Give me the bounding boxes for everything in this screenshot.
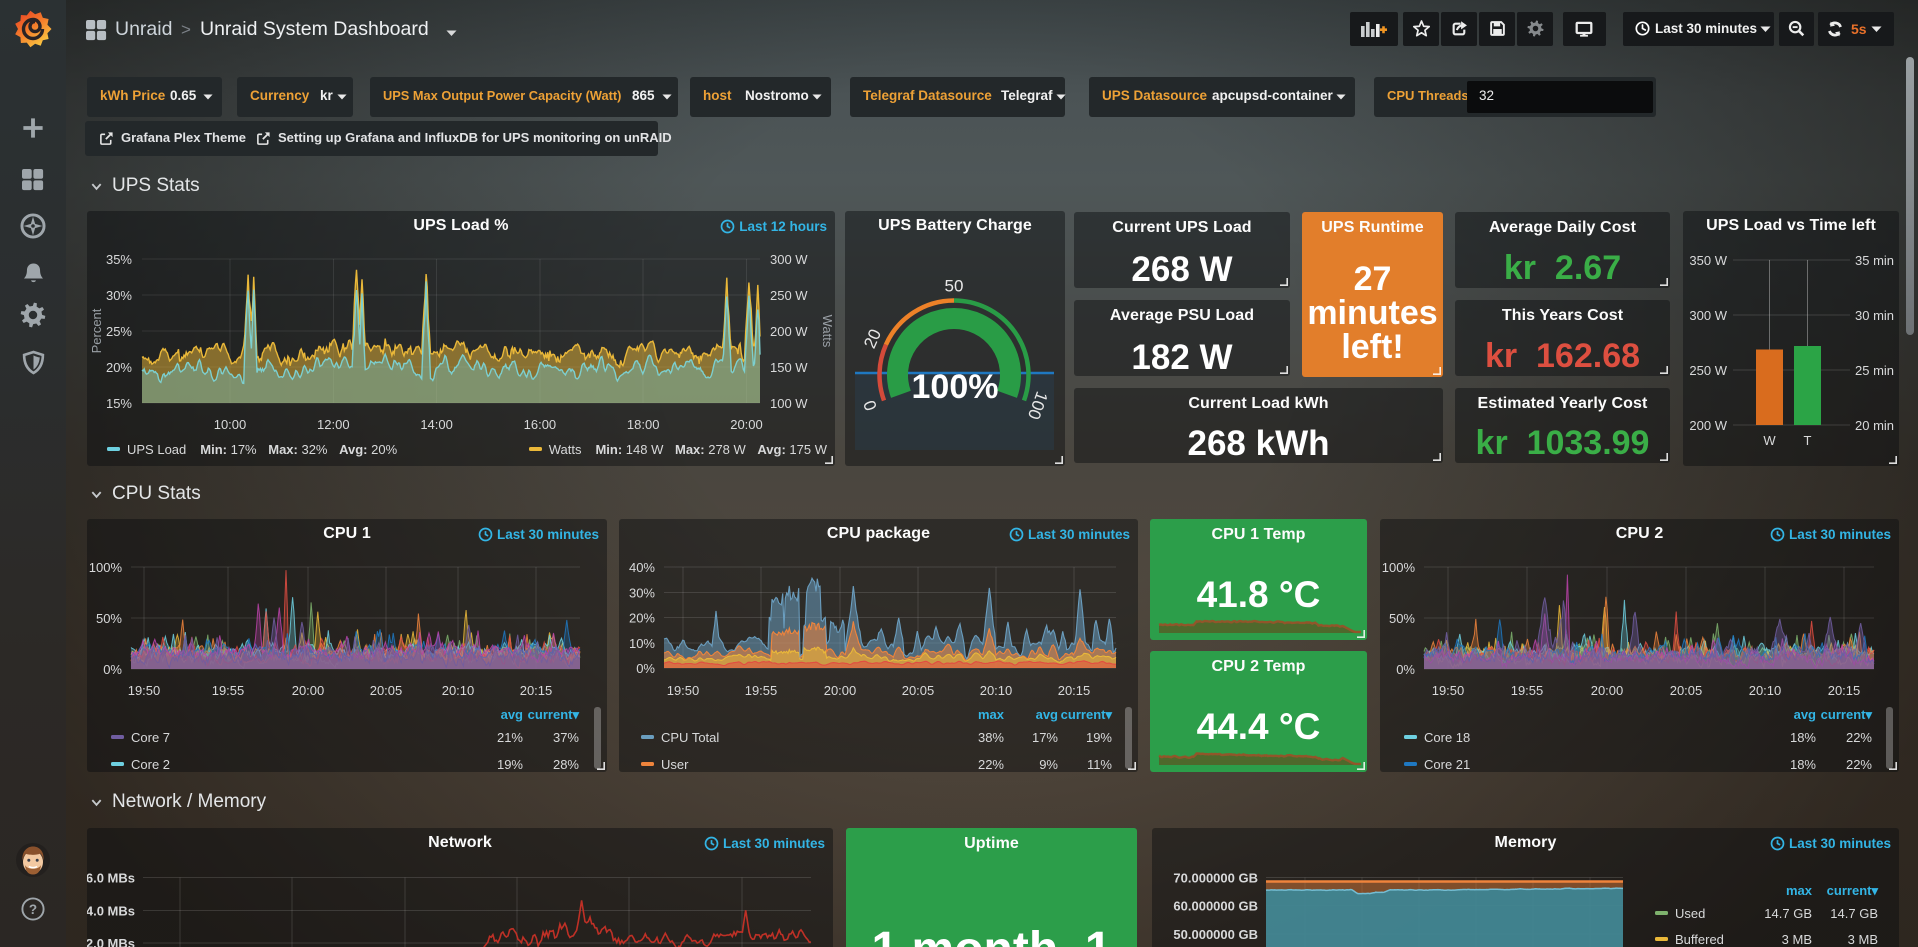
svg-text:20%: 20% — [106, 360, 132, 375]
svg-text:50%: 50% — [1389, 611, 1415, 626]
svg-text:16:00: 16:00 — [524, 417, 557, 432]
svg-text:19:55: 19:55 — [212, 683, 245, 698]
svg-text:20%: 20% — [629, 611, 655, 626]
svg-text:30 min: 30 min — [1855, 308, 1894, 323]
svg-text:0%: 0% — [1396, 662, 1415, 677]
svg-text:20:00: 20:00 — [824, 683, 857, 698]
svg-text:4.0 MBs: 4.0 MBs — [87, 903, 135, 918]
svg-text:2.0 MBs: 2.0 MBs — [87, 936, 135, 947]
svg-text:150 W: 150 W — [770, 360, 808, 375]
svg-text:50%: 50% — [96, 611, 122, 626]
svg-text:60.000000 GB: 60.000000 GB — [1173, 899, 1258, 914]
svg-text:20:00: 20:00 — [292, 683, 325, 698]
svg-text:20 min: 20 min — [1855, 418, 1894, 433]
svg-text:20:10: 20:10 — [1749, 683, 1782, 698]
svg-text:30%: 30% — [629, 585, 655, 600]
svg-text:10:00: 10:00 — [214, 417, 247, 432]
svg-text:250 W: 250 W — [1689, 363, 1727, 378]
svg-text:19:55: 19:55 — [745, 683, 778, 698]
svg-text:10%: 10% — [629, 636, 655, 651]
svg-text:20:05: 20:05 — [370, 683, 403, 698]
svg-text:25%: 25% — [106, 324, 132, 339]
svg-text:6.0 MBs: 6.0 MBs — [87, 871, 135, 886]
svg-text:14:00: 14:00 — [420, 417, 453, 432]
svg-text:12:00: 12:00 — [317, 417, 350, 432]
svg-text:250 W: 250 W — [770, 288, 808, 303]
svg-text:20:10: 20:10 — [442, 683, 475, 698]
svg-text:30%: 30% — [106, 288, 132, 303]
svg-text:100%: 100% — [1382, 560, 1416, 575]
svg-text:35 min: 35 min — [1855, 253, 1894, 268]
svg-text:0%: 0% — [636, 661, 655, 676]
svg-text:20:15: 20:15 — [1058, 683, 1091, 698]
svg-text:300 W: 300 W — [1689, 308, 1727, 323]
svg-text:20:05: 20:05 — [902, 683, 935, 698]
svg-text:50.000000 GB: 50.000000 GB — [1173, 927, 1258, 942]
svg-text:200 W: 200 W — [1689, 418, 1727, 433]
svg-text:T: T — [1804, 433, 1812, 448]
svg-text:50: 50 — [945, 276, 964, 295]
svg-text:20:15: 20:15 — [520, 683, 553, 698]
svg-text:?: ? — [29, 902, 37, 917]
svg-text:100 W: 100 W — [770, 396, 808, 411]
svg-text:19:55: 19:55 — [1511, 683, 1544, 698]
svg-text:20:10: 20:10 — [980, 683, 1013, 698]
svg-text:70.000000 GB: 70.000000 GB — [1173, 871, 1258, 886]
svg-text:20:15: 20:15 — [1828, 683, 1861, 698]
svg-text:Percent: Percent — [89, 308, 104, 353]
svg-text:0%: 0% — [103, 662, 122, 677]
svg-text:18:00: 18:00 — [627, 417, 660, 432]
svg-text:20:00: 20:00 — [1591, 683, 1624, 698]
svg-text:Watts: Watts — [820, 315, 835, 348]
svg-text:40%: 40% — [629, 560, 655, 575]
svg-text:19:50: 19:50 — [1432, 683, 1465, 698]
svg-text:300 W: 300 W — [770, 252, 808, 267]
svg-text:100%: 100% — [89, 560, 123, 575]
svg-text:15%: 15% — [106, 396, 132, 411]
svg-text:200 W: 200 W — [770, 324, 808, 339]
svg-text:350 W: 350 W — [1689, 253, 1727, 268]
svg-text:20:05: 20:05 — [1670, 683, 1703, 698]
svg-text:19:50: 19:50 — [667, 683, 700, 698]
svg-text:20:00: 20:00 — [730, 417, 763, 432]
svg-text:20: 20 — [860, 326, 885, 351]
svg-text:19:50: 19:50 — [128, 683, 161, 698]
svg-text:25 min: 25 min — [1855, 363, 1894, 378]
svg-text:W: W — [1763, 433, 1776, 448]
svg-text:35%: 35% — [106, 252, 132, 267]
